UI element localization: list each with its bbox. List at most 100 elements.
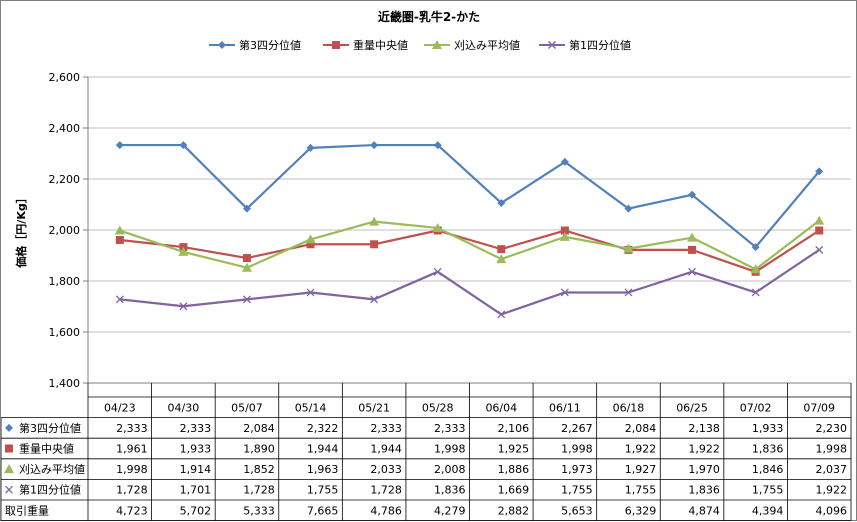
series-line bbox=[119, 219, 820, 271]
data-point bbox=[305, 234, 316, 244]
data-point bbox=[688, 245, 697, 254]
data-label: 1,836 bbox=[688, 484, 720, 497]
data-point bbox=[560, 226, 569, 235]
data-point bbox=[751, 243, 760, 252]
data-label: 4,096 bbox=[816, 504, 848, 517]
data-point bbox=[178, 246, 189, 256]
data-label: 4,874 bbox=[688, 504, 720, 517]
x-tick-label: 05/21 bbox=[358, 401, 390, 414]
data-label: 2,084 bbox=[243, 422, 275, 435]
data-label: 1,933 bbox=[180, 443, 212, 456]
data-point bbox=[242, 295, 251, 304]
series bbox=[115, 141, 824, 252]
series bbox=[115, 245, 824, 319]
table-row-label: 取引重量 bbox=[5, 503, 49, 517]
data-label: 2,008 bbox=[434, 463, 466, 476]
data-point bbox=[688, 267, 697, 276]
series-lines bbox=[114, 141, 825, 319]
data-point bbox=[688, 190, 697, 199]
data-point bbox=[306, 288, 315, 297]
x-tick-label: 06/25 bbox=[676, 401, 708, 414]
data-table: 04/23 04/30 05/07 05/14 05/21 05/28 06/04 06/11… bbox=[1, 383, 852, 521]
data-point bbox=[369, 216, 380, 226]
data-label: 4,786 bbox=[370, 504, 402, 517]
data-label: 4,723 bbox=[116, 504, 148, 517]
data-point bbox=[497, 245, 506, 254]
data-point bbox=[432, 222, 443, 232]
series-line bbox=[119, 229, 820, 273]
data-point bbox=[815, 226, 824, 235]
data-point bbox=[306, 143, 315, 152]
data-point bbox=[496, 254, 507, 264]
data-point bbox=[370, 295, 379, 304]
legend-marker bbox=[332, 41, 340, 49]
data-label: 1,755 bbox=[561, 484, 593, 497]
y-tick-label: 1,800 bbox=[49, 275, 81, 288]
legend: 第3四分位値 重量中央値 刈込み平均値 第1四分位値 bbox=[209, 38, 631, 52]
data-label: 5,333 bbox=[243, 504, 275, 517]
x-tick-label: 06/18 bbox=[613, 401, 645, 414]
legend-item: 第3四分位値 bbox=[209, 38, 301, 52]
data-label: 1,728 bbox=[243, 484, 275, 497]
data-label: 1,836 bbox=[434, 484, 466, 497]
data-label: 1,925 bbox=[498, 443, 530, 456]
y-tick-label: 2,000 bbox=[49, 224, 81, 237]
data-label: 2,333 bbox=[180, 422, 212, 435]
legend-marker bbox=[218, 41, 226, 49]
data-point bbox=[115, 295, 124, 304]
legend-marker bbox=[432, 40, 442, 49]
data-label: 2,333 bbox=[116, 422, 148, 435]
data-point bbox=[433, 141, 442, 150]
data-point bbox=[370, 141, 379, 150]
table-row-label: 第1四分位値 bbox=[19, 483, 81, 497]
data-label: 1,933 bbox=[752, 422, 784, 435]
legend-label: 重量中央値 bbox=[353, 38, 408, 52]
data-label: 7,665 bbox=[307, 504, 339, 517]
data-label: 1,755 bbox=[752, 484, 784, 497]
data-point bbox=[114, 225, 125, 235]
data-label: 1,669 bbox=[498, 484, 530, 497]
data-label: 1,998 bbox=[116, 463, 148, 476]
data-point bbox=[242, 254, 251, 263]
x-tick-label: 05/28 bbox=[422, 401, 454, 414]
x-tick-label: 07/02 bbox=[740, 401, 772, 414]
data-point bbox=[815, 245, 824, 254]
data-label: 1,922 bbox=[816, 484, 848, 497]
data-label: 1,836 bbox=[752, 443, 784, 456]
data-label: 2,322 bbox=[307, 422, 339, 435]
data-label: 1,755 bbox=[307, 484, 339, 497]
data-label: 1,944 bbox=[307, 443, 339, 456]
legend-item: 重量中央値 bbox=[323, 38, 408, 52]
data-point bbox=[560, 157, 569, 166]
series-line bbox=[119, 143, 821, 249]
data-label: 2,333 bbox=[434, 422, 466, 435]
y-tick-label: 1,600 bbox=[49, 326, 81, 339]
data-label: 2,106 bbox=[498, 422, 530, 435]
data-point bbox=[115, 141, 124, 150]
legend-label: 第3四分位値 bbox=[239, 38, 301, 52]
data-label: 1,755 bbox=[625, 484, 657, 497]
data-label: 1,998 bbox=[434, 443, 466, 456]
x-tick-label: 04/30 bbox=[168, 401, 200, 414]
data-label: 2,230 bbox=[816, 422, 848, 435]
data-label: 1,728 bbox=[370, 484, 402, 497]
x-tick-label: 06/04 bbox=[485, 401, 517, 414]
series-line bbox=[119, 248, 820, 316]
y-axis-label: 価格［円/Kg］ bbox=[14, 192, 28, 268]
table-legend-key bbox=[5, 444, 13, 453]
data-label: 1,846 bbox=[752, 463, 784, 476]
data-point bbox=[241, 262, 252, 272]
data-label: 4,279 bbox=[434, 504, 466, 517]
data-label: 1,998 bbox=[816, 443, 848, 456]
data-point bbox=[242, 204, 251, 213]
data-point bbox=[559, 231, 570, 241]
data-point bbox=[179, 302, 188, 311]
data-label: 2,084 bbox=[625, 422, 657, 435]
data-point bbox=[497, 198, 506, 207]
data-label: 1,970 bbox=[688, 463, 720, 476]
data-point bbox=[433, 267, 442, 276]
x-tick-label: 06/11 bbox=[549, 401, 581, 414]
data-label: 1,728 bbox=[116, 484, 148, 497]
